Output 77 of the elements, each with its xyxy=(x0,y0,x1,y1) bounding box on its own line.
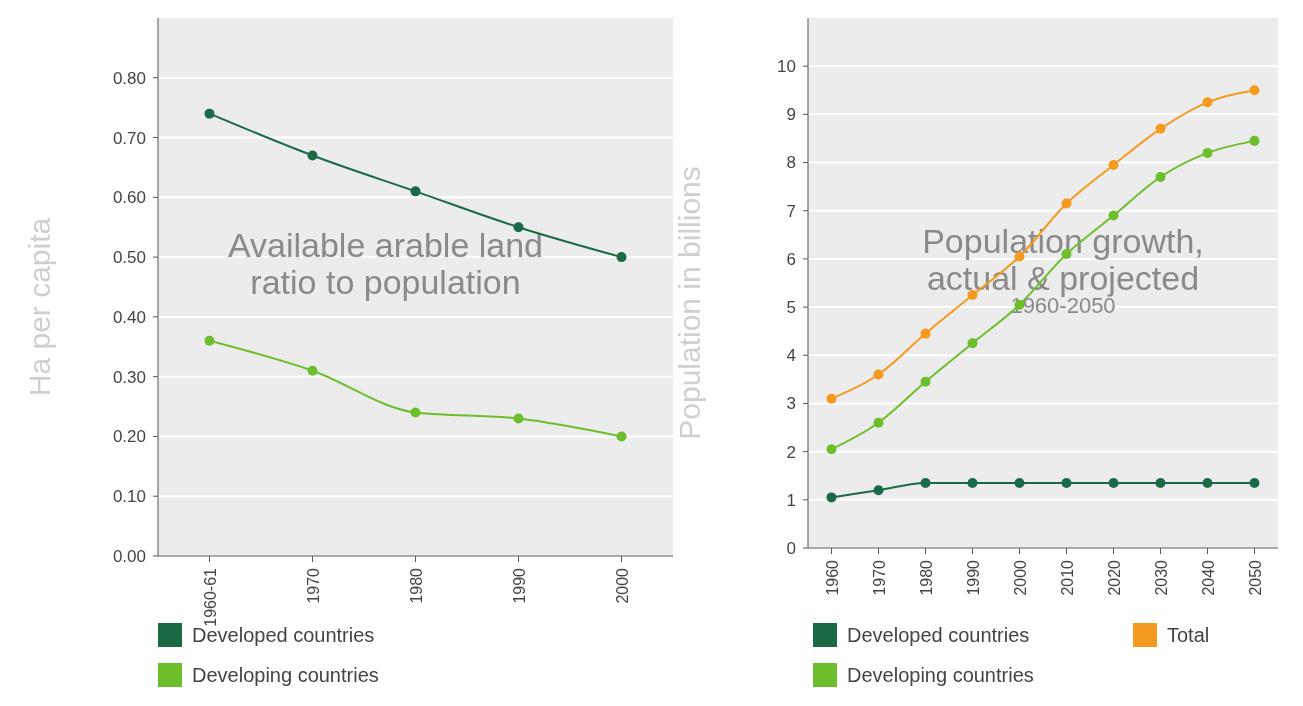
point xyxy=(967,290,978,301)
x-tick-label: 1970 xyxy=(870,559,888,596)
point xyxy=(204,335,215,346)
point xyxy=(410,407,421,418)
point xyxy=(1108,210,1119,221)
legend-label: Developed countries xyxy=(847,624,1030,646)
annotation: Available arable land ratio to population xyxy=(227,226,544,302)
point xyxy=(1108,477,1119,488)
point xyxy=(967,477,978,488)
point xyxy=(1249,477,1260,488)
x-tick-label: 1970 xyxy=(304,567,322,604)
point xyxy=(307,365,318,376)
point xyxy=(410,186,421,197)
point xyxy=(920,328,931,339)
point xyxy=(873,369,884,380)
x-tick-label: 1990 xyxy=(510,567,528,604)
point xyxy=(513,413,524,424)
x-tick-label: 2030 xyxy=(1152,559,1170,596)
y-tick-label: 0.40 xyxy=(112,307,146,327)
y-tick-label: 0.80 xyxy=(112,68,146,88)
y-tick-label: 5 xyxy=(786,298,796,318)
point xyxy=(1202,97,1213,108)
point xyxy=(826,393,837,404)
point xyxy=(1014,477,1025,488)
point xyxy=(1108,159,1119,170)
y-tick-label: 10 xyxy=(777,57,796,77)
x-tick-label: 2000 xyxy=(613,567,631,604)
x-tick-label: 1990 xyxy=(964,559,982,596)
x-tick-label: 2020 xyxy=(1105,559,1123,596)
x-tick-label: 1980 xyxy=(917,559,935,596)
y-tick-label: 0.10 xyxy=(112,487,146,507)
point xyxy=(616,431,627,442)
x-tick-label: 2000 xyxy=(1011,559,1029,596)
y-tick-label: 0.00 xyxy=(112,546,146,566)
y-tick-label: 9 xyxy=(786,105,796,125)
point xyxy=(967,338,978,349)
y-tick-label: 6 xyxy=(786,249,796,269)
legend-label: Total xyxy=(1167,624,1210,646)
point xyxy=(1061,198,1072,209)
point xyxy=(920,376,931,387)
y-tick-label: 0.30 xyxy=(112,367,146,387)
point xyxy=(873,417,884,428)
legend-label: Developing countries xyxy=(192,664,379,686)
y-tick-label: 2 xyxy=(786,442,796,462)
y-tick-label: 0 xyxy=(786,538,796,558)
x-tick-label: 1980 xyxy=(407,567,425,604)
legend-label: Developing countries xyxy=(847,664,1034,686)
y-tick-label: 8 xyxy=(786,153,796,173)
point xyxy=(1202,477,1213,488)
point xyxy=(1155,123,1166,134)
x-tick-label: 1960 xyxy=(823,559,841,596)
point xyxy=(1249,85,1260,96)
x-tick-label: 1960-61 xyxy=(201,567,219,627)
point xyxy=(1155,477,1166,488)
y-tick-label: 1 xyxy=(786,490,796,510)
point xyxy=(826,444,837,455)
point xyxy=(307,150,318,161)
y-tick-label: 0.70 xyxy=(112,128,146,148)
y-tick-label: 0.60 xyxy=(112,188,146,208)
y-tick-label: 0.50 xyxy=(112,248,146,268)
y-tick-label: 4 xyxy=(786,346,796,366)
point xyxy=(1249,135,1260,146)
point xyxy=(204,108,215,119)
point xyxy=(1061,477,1072,488)
x-tick-label: 2040 xyxy=(1199,559,1217,596)
point xyxy=(1202,147,1213,158)
y-tick-label: 0.20 xyxy=(112,427,146,447)
x-tick-label: 2010 xyxy=(1058,559,1076,596)
point xyxy=(826,492,837,503)
y-tick-label: 7 xyxy=(786,201,796,221)
point xyxy=(873,485,884,496)
point xyxy=(616,252,627,263)
point xyxy=(513,222,524,233)
point xyxy=(920,477,931,488)
point xyxy=(1155,172,1166,182)
y-tick-label: 3 xyxy=(786,394,796,414)
x-tick-label: 2050 xyxy=(1246,559,1264,596)
